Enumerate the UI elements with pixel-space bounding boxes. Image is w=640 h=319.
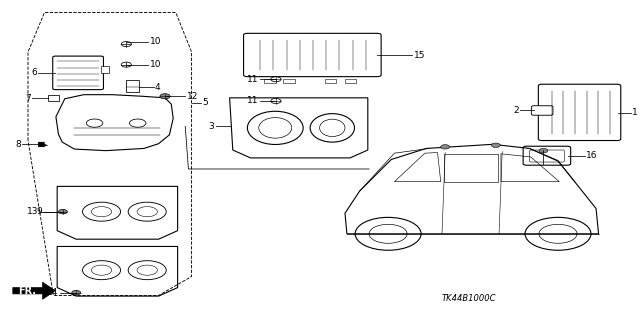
Text: 5: 5 (202, 98, 208, 107)
FancyBboxPatch shape (52, 56, 104, 90)
Text: 3: 3 (209, 122, 214, 131)
FancyBboxPatch shape (538, 84, 621, 141)
Text: 10: 10 (150, 37, 161, 46)
Text: 4: 4 (154, 83, 160, 92)
Text: 10: 10 (150, 60, 161, 69)
Text: 7: 7 (25, 94, 31, 103)
Text: 14: 14 (47, 288, 58, 297)
FancyBboxPatch shape (523, 146, 571, 165)
FancyBboxPatch shape (529, 150, 564, 162)
Text: FR.: FR. (19, 286, 36, 296)
Bar (47, 95, 59, 101)
Text: 15: 15 (413, 51, 425, 60)
Text: 12: 12 (186, 92, 198, 101)
Circle shape (160, 94, 170, 99)
Text: TK44B1000C: TK44B1000C (442, 294, 497, 303)
Text: 11: 11 (247, 75, 259, 84)
Circle shape (492, 143, 500, 147)
Text: 1: 1 (632, 108, 638, 117)
Text: 8: 8 (15, 140, 21, 149)
Bar (101, 66, 109, 72)
Bar (345, 79, 356, 83)
Text: 16: 16 (586, 151, 597, 160)
Text: 9: 9 (36, 207, 42, 216)
Circle shape (58, 210, 67, 214)
Polygon shape (38, 142, 47, 147)
Bar (324, 79, 336, 83)
Text: 13: 13 (27, 207, 38, 216)
FancyBboxPatch shape (531, 106, 553, 115)
FancyBboxPatch shape (244, 33, 381, 77)
Circle shape (72, 290, 81, 295)
Circle shape (441, 145, 449, 149)
Circle shape (539, 148, 548, 153)
Text: 11: 11 (247, 97, 259, 106)
Bar (284, 79, 295, 83)
Text: 6: 6 (31, 68, 37, 77)
Polygon shape (13, 282, 55, 299)
Bar (125, 80, 139, 92)
Text: 2: 2 (513, 106, 518, 115)
Bar (264, 79, 276, 83)
